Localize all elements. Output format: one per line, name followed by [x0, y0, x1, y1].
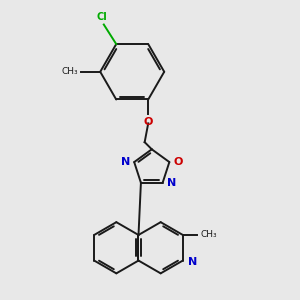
Text: CH₃: CH₃ — [61, 67, 78, 76]
Text: CH₃: CH₃ — [201, 230, 217, 239]
Text: N: N — [167, 178, 176, 188]
Text: O: O — [174, 157, 183, 167]
Text: N: N — [121, 157, 130, 167]
Text: Cl: Cl — [97, 12, 107, 22]
Text: N: N — [188, 257, 197, 267]
Text: O: O — [143, 117, 153, 127]
